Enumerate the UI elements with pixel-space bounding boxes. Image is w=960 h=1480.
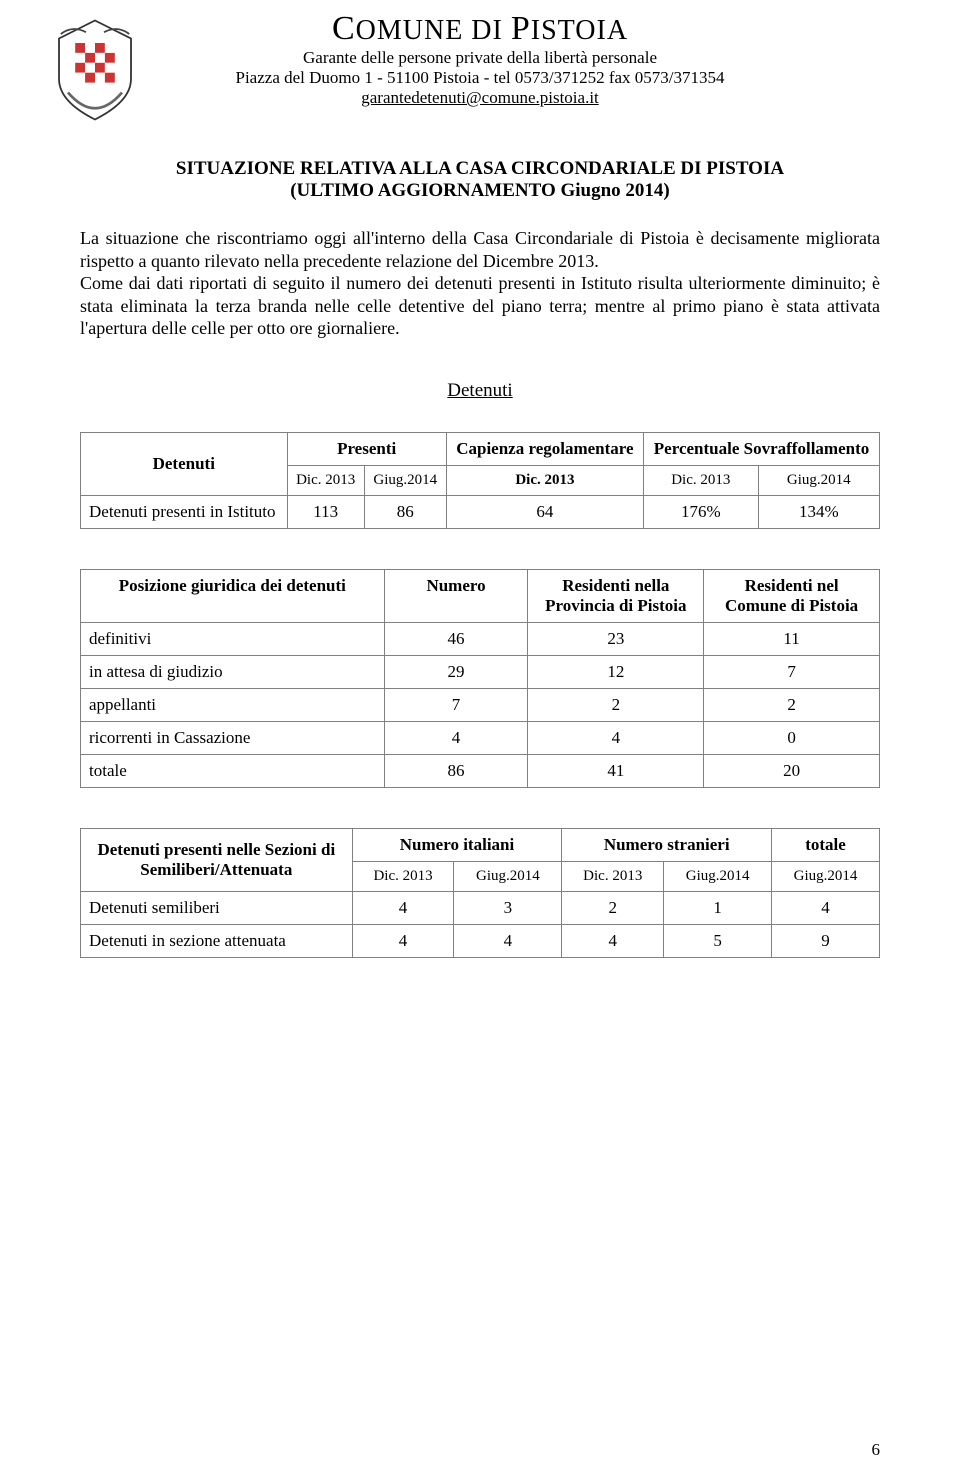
t1-sub: Dic. 2013 [287,465,364,495]
t3-val: 9 [772,924,880,957]
t2-label: appellanti [81,688,385,721]
t2-label: definitivi [81,622,385,655]
t3-val: 4 [562,924,664,957]
t2-val: 29 [384,655,528,688]
t3-sub: Giug.2014 [454,861,562,891]
t2-val: 7 [384,688,528,721]
t2-label: totale [81,754,385,787]
t2-val: 41 [528,754,704,787]
t2-val: 23 [528,622,704,655]
t3-val: 4 [352,891,454,924]
table-sezioni-semiliberi: Detenuti presenti nelle Sezioni di Semil… [80,828,880,958]
section-heading-detenuti: Detenuti [80,380,880,402]
t1-col-perc: Percentuale Sovraffollamento [644,432,880,465]
t2-val: 4 [384,721,528,754]
header-address: Piazza del Duomo 1 - 51100 Pistoia - tel… [80,68,880,88]
t1-sub: Giug.2014 [758,465,879,495]
table-posizione-giuridica: Posizione giuridica dei detenuti Numero … [80,569,880,788]
t3-col-label: Detenuti presenti nelle Sezioni di Semil… [81,828,353,891]
t2-col-com: Residenti nel Comune di Pistoia [704,569,880,622]
t3-sub: Dic. 2013 [352,861,454,891]
t1-col-presenti: Presenti [287,432,446,465]
t2-col-pos: Posizione giuridica dei detenuti [81,569,385,622]
t2-val: 86 [384,754,528,787]
t2-val: 7 [704,655,880,688]
t1-col-label: Detenuti [81,432,288,495]
t2-val: 2 [704,688,880,721]
t3-val: 4 [352,924,454,957]
coat-of-arms-icon [50,15,140,130]
t1-val: 86 [364,495,446,528]
header-subtitle: Garante delle persone private della libe… [80,48,880,68]
main-heading: SITUAZIONE RELATIVA ALLA CASA CIRCONDARI… [80,158,880,202]
t2-val: 46 [384,622,528,655]
t1-val: 113 [287,495,364,528]
t2-label: in attesa di giudizio [81,655,385,688]
t2-val: 0 [704,721,880,754]
t3-label: Detenuti semiliberi [81,891,353,924]
t1-sub: Dic. 2013 [446,465,643,495]
t3-sub: Giug.2014 [772,861,880,891]
t1-sub: Giug.2014 [364,465,446,495]
t2-val: 20 [704,754,880,787]
t3-val: 4 [454,924,562,957]
header-email: garantedetenuti@comune.pistoia.it [80,88,880,108]
t2-val: 12 [528,655,704,688]
t3-label: Detenuti in sezione attenuata [81,924,353,957]
t3-val: 4 [772,891,880,924]
t3-val: 3 [454,891,562,924]
t1-val: 134% [758,495,879,528]
t1-sub: Dic. 2013 [644,465,759,495]
page-number: 6 [872,1440,881,1460]
t1-row-label: Detenuti presenti in Istituto [81,495,288,528]
t2-col-num: Numero [384,569,528,622]
header-title: COMUNE DI PISTOIA [80,10,880,48]
t3-val: 1 [664,891,772,924]
t3-col-tot: totale [772,828,880,861]
t3-col-it: Numero italiani [352,828,562,861]
t2-val: 2 [528,688,704,721]
table-detenuti-summary: Detenuti Presenti Capienza regolamentare… [80,432,880,529]
t1-col-capienza: Capienza regolamentare [446,432,643,465]
t2-col-prov: Residenti nella Provincia di Pistoia [528,569,704,622]
document-header: COMUNE DI PISTOIA Garante delle persone … [80,10,880,108]
t1-val: 64 [446,495,643,528]
t2-val: 11 [704,622,880,655]
t3-sub: Giug.2014 [664,861,772,891]
t2-val: 4 [528,721,704,754]
t1-val: 176% [644,495,759,528]
t3-col-st: Numero stranieri [562,828,772,861]
t3-sub: Dic. 2013 [562,861,664,891]
t2-label: ricorrenti in Cassazione [81,721,385,754]
t3-val: 5 [664,924,772,957]
body-paragraph: La situazione che riscontriamo oggi all'… [80,227,880,340]
t3-val: 2 [562,891,664,924]
